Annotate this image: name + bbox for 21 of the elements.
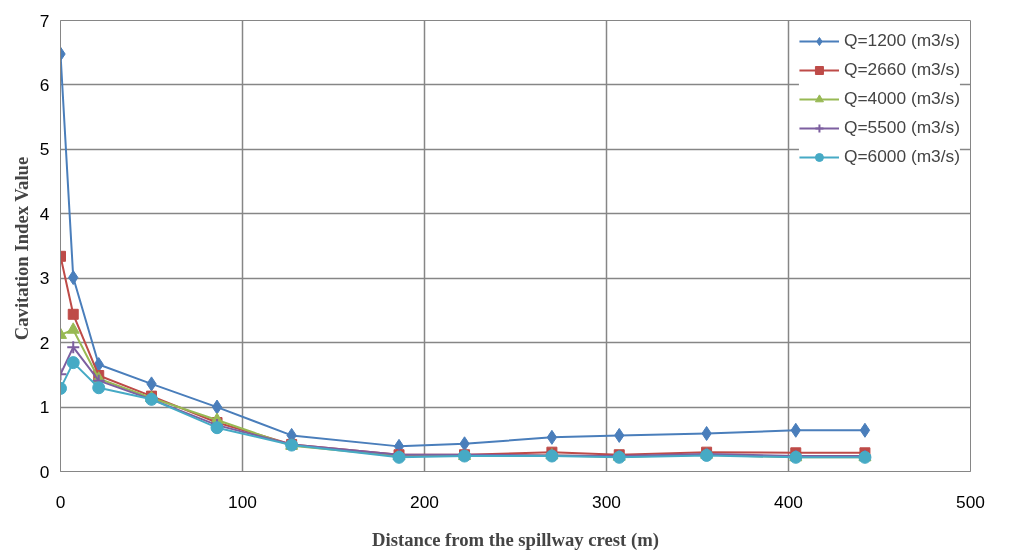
x-tick-label: 500: [956, 491, 985, 512]
y-tick-label: 4: [39, 203, 50, 224]
x-tick-label: 100: [228, 491, 257, 512]
legend-label: Q=5500 (m3/s): [843, 117, 960, 138]
x-axis-title: Distance from the spillway crest (m): [372, 528, 659, 551]
y-tick-label: 3: [39, 268, 50, 289]
y-tick-label: 5: [39, 139, 50, 160]
y-axis-title: Cavitation Index Value: [10, 156, 32, 341]
legend-label: Q=1200 (m3/s): [843, 30, 960, 51]
x-tick-label: 0: [55, 491, 66, 512]
x-tick-label: 300: [592, 491, 621, 512]
legend-label: Q=2660 (m3/s): [843, 59, 960, 80]
y-tick-label: 2: [39, 332, 50, 353]
y-tick-label: 7: [39, 10, 50, 31]
legend-label: Q=6000 (m3/s): [843, 146, 960, 167]
y-tick-label: 0: [39, 461, 50, 482]
legend-label: Q=4000 (m3/s): [843, 88, 960, 109]
x-tick-label: 200: [410, 491, 439, 512]
y-tick-label: 1: [39, 397, 50, 418]
y-tick-label: 6: [39, 74, 50, 95]
x-tick-label: 400: [774, 491, 803, 512]
